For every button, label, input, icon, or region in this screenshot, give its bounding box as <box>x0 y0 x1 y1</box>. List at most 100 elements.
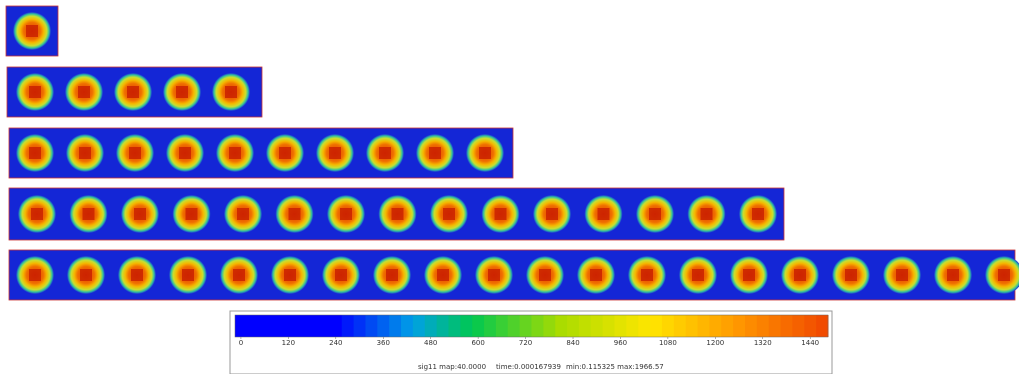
colorbar-band <box>816 315 829 337</box>
inclusion-core <box>176 86 188 98</box>
colorbar-band <box>733 315 746 337</box>
inclusion-core <box>80 269 92 281</box>
inclusion-core <box>79 147 91 159</box>
inclusion-core <box>590 269 602 281</box>
inclusion-core <box>429 147 441 159</box>
inclusion-core <box>488 269 500 281</box>
caption-range: min:0.115325 max:1966.57 <box>566 363 664 371</box>
colorbar-tick-label: 0 <box>239 339 243 347</box>
colorbar-tick-label: 1320 <box>754 339 772 347</box>
inclusion-core <box>340 208 352 220</box>
inclusion-core <box>641 269 653 281</box>
colorbar-band <box>495 315 509 337</box>
inclusion-core <box>29 147 41 159</box>
inclusion-core <box>539 269 551 281</box>
inclusion-core <box>78 86 90 98</box>
colorbar-band <box>650 315 663 337</box>
inclusion-core <box>225 86 237 98</box>
inclusion-core <box>182 269 194 281</box>
colorbar-band <box>744 315 758 337</box>
colorbar-band <box>685 315 699 337</box>
inclusion-core <box>329 147 341 159</box>
colorbar-band <box>626 315 639 337</box>
colorbar-band <box>258 315 272 337</box>
inclusion-core <box>279 147 291 159</box>
inclusion-core <box>134 208 146 220</box>
colorbar-band <box>484 315 497 337</box>
inclusion-core <box>229 147 241 159</box>
inclusion-core <box>29 269 41 281</box>
colorbar-band <box>602 315 616 337</box>
inclusion-core <box>185 208 198 220</box>
colorbar-tick-label: 120 <box>282 339 295 347</box>
caption-field: sig11 map:40.0000 <box>418 363 486 371</box>
colorbar-tick-label: 1200 <box>706 339 724 347</box>
inclusion-core <box>649 208 661 220</box>
colorbar-band <box>246 315 260 337</box>
colorbar-band <box>377 315 390 337</box>
inclusion-core <box>546 208 558 220</box>
colorbar-band <box>329 315 343 337</box>
colorbar-band <box>448 315 461 337</box>
inclusion-core <box>82 208 95 220</box>
inclusion-core <box>692 269 704 281</box>
inclusion-core <box>794 269 806 281</box>
colorbar-band <box>306 315 319 337</box>
colorbar-tick-label: 1080 <box>659 339 677 347</box>
colorbar-band <box>424 315 438 337</box>
colorbar-band <box>709 315 722 337</box>
colorbar-band <box>353 315 366 337</box>
colorbar-band <box>412 315 426 337</box>
colorbar-tick-label: 240 <box>329 339 342 347</box>
colorbar-tick-label: 840 <box>566 339 579 347</box>
inclusion-core <box>437 269 449 281</box>
colorbar-band <box>673 315 687 337</box>
inclusion-core <box>29 86 41 98</box>
colorbar-band <box>531 315 544 337</box>
colorbar-band <box>401 315 414 337</box>
inclusion-core <box>752 208 764 220</box>
inclusion-core <box>284 269 296 281</box>
colorbar-band <box>365 315 378 337</box>
colorbar-band <box>507 315 521 337</box>
colorbar: 0 120 240 360 480 600 720 840 960 1080 1200 1320 144… <box>234 314 829 347</box>
colorbar-band <box>578 315 592 337</box>
colorbar-band <box>768 315 782 337</box>
inclusion-core <box>386 269 398 281</box>
colorbar-tick-label: 600 <box>471 339 484 347</box>
colorbar-band <box>804 315 817 337</box>
colorbar-band <box>555 315 568 337</box>
colorbar-band <box>697 315 710 337</box>
colorbar-band <box>318 315 331 337</box>
inclusion-core <box>998 269 1010 281</box>
colorbar-band <box>341 315 355 337</box>
inclusion-core <box>597 208 610 220</box>
colorbar-band <box>756 315 770 337</box>
colorbar-band <box>389 315 402 337</box>
colorbar-band <box>661 315 675 337</box>
inclusion-core <box>131 269 143 281</box>
inclusion-core <box>127 86 139 98</box>
inclusion-core <box>237 208 249 220</box>
inclusion-core <box>947 269 959 281</box>
inclusion-core <box>379 147 391 159</box>
colorbar-tick-label: 360 <box>377 339 390 347</box>
inclusion-core <box>700 208 713 220</box>
inclusion-core <box>896 269 908 281</box>
strips <box>5 5 1019 301</box>
colorbar-tick-label: 480 <box>424 339 437 347</box>
colorbar-tick-label: 960 <box>614 339 627 347</box>
colorbar-band <box>567 315 580 337</box>
inclusion-core <box>233 269 245 281</box>
colorbar-band <box>294 315 307 337</box>
inclusion-core <box>129 147 141 159</box>
inclusion-core <box>443 208 455 220</box>
inclusion-core <box>179 147 191 159</box>
colorbar-band <box>590 315 604 337</box>
inclusion-core <box>335 269 347 281</box>
inclusion-core <box>479 147 491 159</box>
inclusion-core <box>288 208 301 220</box>
colorbar-outline <box>234 314 829 338</box>
inclusion-core <box>845 269 857 281</box>
